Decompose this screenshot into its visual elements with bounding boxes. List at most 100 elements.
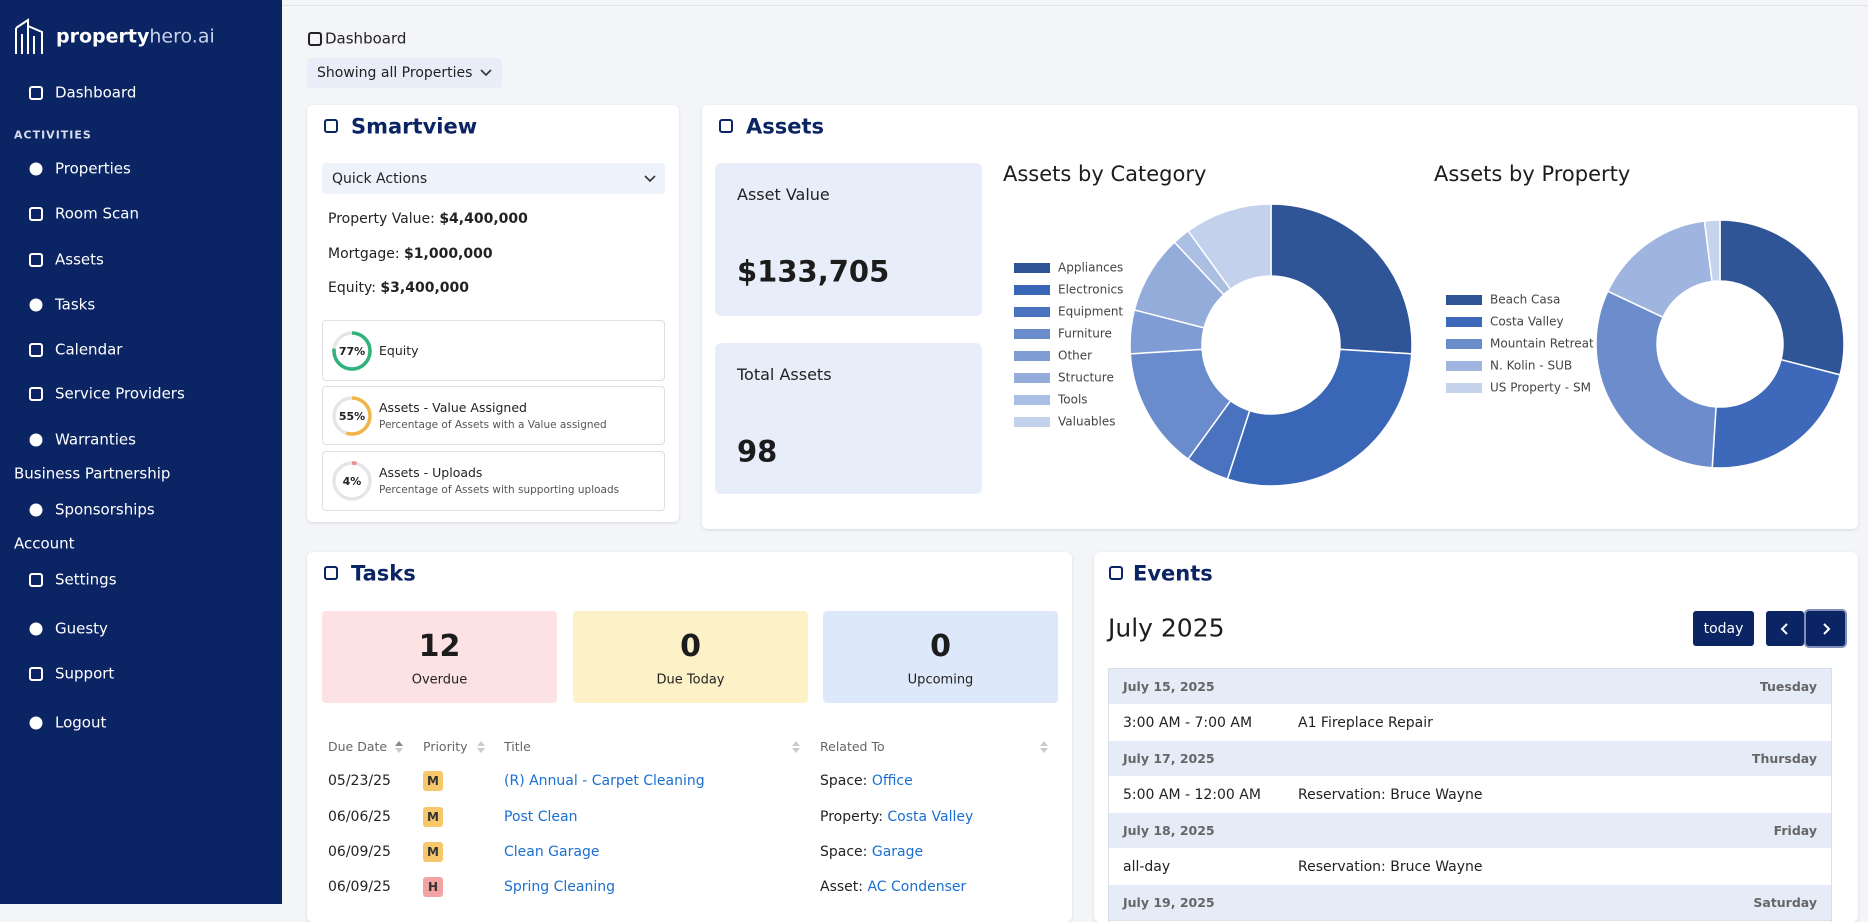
column-header[interactable]: Related To	[820, 738, 885, 754]
icon-shape	[308, 32, 322, 46]
column-header[interactable]: Due Date	[328, 738, 388, 754]
related-to: Asset: AC Condenser	[820, 880, 966, 894]
legend-swatch	[1446, 383, 1482, 393]
legend-label: Electronics	[1058, 283, 1123, 297]
nav-item[interactable]: Support	[0, 654, 282, 694]
nav-label[interactable]: Service Providers	[55, 384, 185, 403]
event-time: 5:00 AM - 12:00 AM	[1123, 786, 1261, 803]
property-filter[interactable]: Showing all Properties	[307, 58, 502, 88]
stat-box: Asset Value $133,705	[715, 163, 982, 316]
icon	[29, 298, 43, 312]
nav-item[interactable]: Calendar	[0, 330, 282, 370]
event-title: Reservation: Bruce Wayne	[1298, 858, 1483, 875]
smartview-card: Smartview Quick Actions Property Value: $4…	[307, 105, 679, 522]
day-date: July 17, 2025	[1123, 750, 1215, 766]
prev-button[interactable]	[1766, 611, 1804, 646]
day-weekday: Friday	[1773, 822, 1817, 838]
nav-label[interactable]: Sponsorships	[55, 500, 155, 519]
icon	[29, 716, 43, 730]
sort-up	[395, 741, 403, 746]
filter-label[interactable]: Showing all Properties	[317, 65, 473, 81]
day-date: July 15, 2025	[1123, 678, 1215, 694]
icon	[29, 343, 43, 357]
event-row[interactable]: 3:00 AM - 7:00 AM A1 Fireplace Repair	[1109, 704, 1831, 742]
nav-label[interactable]: Logout	[55, 713, 107, 732]
legend-label: Mountain Retreat	[1490, 337, 1594, 351]
event-row[interactable]: 5:00 AM - 12:00 AM Reservation: Bruce Way…	[1109, 776, 1831, 814]
column-header[interactable]: Title	[504, 738, 531, 754]
today-button[interactable]: today	[1693, 611, 1754, 646]
due-date: 06/06/25	[328, 809, 391, 825]
icon	[29, 622, 43, 636]
nav-heading: Account	[14, 534, 75, 553]
chevron	[644, 175, 656, 183]
task-title[interactable]: Spring Cleaning	[504, 879, 616, 895]
next-button[interactable]	[1806, 611, 1845, 646]
sort-up	[1040, 741, 1048, 746]
related-link[interactable]: Costa Valley	[887, 809, 974, 825]
nav-label[interactable]: Tasks	[55, 295, 96, 314]
quick-actions-label[interactable]: Quick Actions	[332, 170, 428, 187]
quick-actions[interactable]: Quick Actions	[322, 163, 665, 194]
stat-label: Property Value:	[328, 211, 435, 227]
related-link[interactable]: Office	[871, 773, 913, 789]
nav-item[interactable]: Guesty	[0, 609, 282, 649]
nav-item[interactable]: Warranties	[0, 420, 282, 460]
stat-box-label: Asset Value	[737, 185, 830, 204]
task-title[interactable]: Clean Garage	[504, 844, 600, 860]
donut-slice	[1595, 290, 1717, 469]
related-link[interactable]: Garage	[871, 844, 924, 860]
tile-label: Overdue	[411, 672, 468, 688]
progress-title: Assets - Value Assigned	[379, 399, 527, 415]
nav-item[interactable]: Dashboard	[0, 73, 282, 113]
nav-label[interactable]: Settings	[55, 570, 117, 589]
nav-item[interactable]: Room Scan	[0, 194, 282, 234]
nav-label[interactable]: Support	[55, 664, 115, 683]
nav-item[interactable]: Service Providers	[0, 374, 282, 414]
task-title[interactable]: (R) Annual - Carpet Cleaning	[504, 773, 705, 789]
icon-shape	[29, 207, 43, 221]
nav-item[interactable]: Settings	[0, 560, 282, 600]
nav-item[interactable]: Tasks	[0, 285, 282, 325]
column-header[interactable]: Priority	[423, 738, 468, 754]
nav-label[interactable]: Calendar	[55, 340, 123, 359]
icon	[29, 253, 43, 267]
related-label: Space:	[820, 844, 868, 860]
legend-swatch	[1446, 317, 1482, 327]
related-label: Asset:	[820, 879, 863, 895]
related-link[interactable]: AC Condenser	[867, 879, 967, 895]
brand-first: property	[56, 25, 150, 48]
task-tile: 12 Overdue	[322, 611, 557, 703]
icon	[308, 32, 322, 46]
legend-label: Tools	[1057, 393, 1088, 407]
ring-arc	[332, 395, 372, 436]
nav-item[interactable]: Sponsorships	[0, 490, 282, 530]
chevron	[480, 69, 492, 77]
nav-label[interactable]: Dashboard	[55, 83, 137, 102]
sort-down	[395, 748, 403, 753]
assets-card: Assets Asset Value $133,705 Total Assets 98 A…	[702, 105, 1858, 529]
event-row[interactable]: all-day Reservation: Bruce Wayne	[1109, 848, 1831, 886]
tile-label: Upcoming	[907, 672, 974, 688]
legend-label: Valuables	[1058, 415, 1116, 429]
nav-item[interactable]: Logout	[0, 703, 282, 743]
nav-label[interactable]: Assets	[55, 250, 104, 269]
nav-label[interactable]: Properties	[55, 159, 131, 178]
nav-label[interactable]: Warranties	[55, 430, 136, 449]
stat-value: $1,000,000	[404, 246, 493, 262]
nav-item[interactable]: Properties	[0, 149, 282, 189]
tile-count: 12	[418, 629, 461, 664]
legend-swatch	[1014, 373, 1050, 383]
ring-label: 4%	[343, 475, 362, 488]
task-title[interactable]: Post Clean	[504, 809, 578, 825]
top-border	[282, 5, 1868, 6]
nav-label[interactable]: Guesty	[55, 619, 108, 638]
progress-ring: 4%	[332, 461, 372, 501]
today-label[interactable]: today	[1703, 620, 1744, 637]
related-to: Space: Office	[820, 774, 913, 788]
nav-item[interactable]: Assets	[0, 240, 282, 280]
legend-label: N. Kolin - SUB	[1490, 359, 1572, 373]
legend-label: Equipment	[1058, 305, 1123, 319]
nav-label[interactable]: Room Scan	[55, 204, 139, 223]
related-to: Property: Costa Valley	[820, 810, 973, 824]
